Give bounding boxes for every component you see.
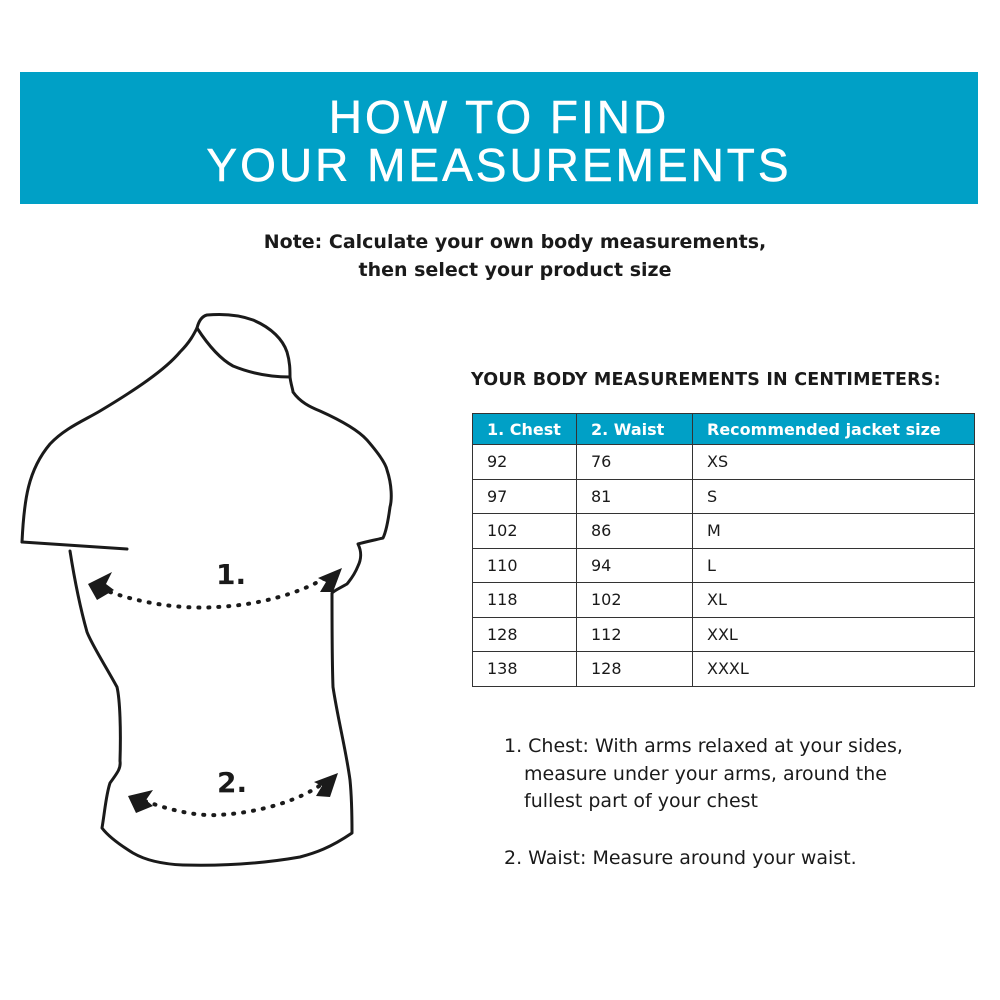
chest-cell: 110 [472, 547, 577, 583]
chest-instruction-line: 1. Chest: With arms relaxed at your side… [504, 735, 903, 757]
waist-cell: 128 [576, 651, 693, 687]
note: Note: Calculate your own body measuremen… [0, 228, 1000, 284]
chest-measure-line [108, 576, 327, 610]
waist-measure-line [143, 782, 324, 818]
arm-line [20, 540, 129, 551]
size-cell: M [692, 513, 975, 549]
size-table: 1. Chest 2. Waist Recommended jacket siz… [472, 413, 975, 687]
title-line-2: YOUR MEASUREMENTS [206, 139, 792, 191]
chest-label: 1. [216, 558, 246, 591]
size-cell: XS [692, 444, 975, 480]
header-waist: 2. Waist [576, 413, 693, 445]
chest-cell: 97 [472, 478, 577, 514]
note-line-2: then select your product size [358, 259, 672, 281]
torso-outline [20, 313, 393, 867]
chest-cell: 138 [472, 651, 577, 687]
chest-cell: 102 [472, 513, 577, 549]
waist-arrow-right-icon [314, 773, 338, 797]
chest-instruction-line: fullest part of your chest [524, 790, 759, 812]
waist-cell: 86 [576, 513, 693, 549]
size-cell: S [692, 478, 975, 514]
table-title: YOUR BODY MEASUREMENTS IN CENTIMETERS: [471, 370, 941, 390]
table-row: 102 86 M [472, 513, 975, 549]
size-cell: XXXL [692, 651, 975, 687]
chest-cell: 118 [472, 582, 577, 618]
table-header-row: 1. Chest 2. Waist Recommended jacket siz… [472, 413, 975, 445]
header-size: Recommended jacket size [692, 413, 975, 445]
chest-instructions: 1. Chest: With arms relaxed at your side… [504, 733, 903, 816]
waist-arrow-left-icon [128, 790, 153, 813]
table-row: 110 94 L [472, 547, 975, 583]
waist-cell: 94 [576, 547, 693, 583]
chest-cell: 128 [472, 616, 577, 652]
title-line-1: HOW TO FIND [328, 91, 670, 143]
chest-arrow-right-icon [318, 568, 342, 592]
size-cell: L [692, 547, 975, 583]
table-row: 92 76 XS [472, 444, 975, 480]
table-row: 138 128 XXXL [472, 651, 975, 687]
chest-arrow-left-icon [88, 572, 114, 600]
chest-cell: 92 [472, 444, 577, 480]
table-row: 118 102 XL [472, 582, 975, 618]
note-line-1: Note: Calculate your own body measuremen… [263, 231, 767, 253]
waist-instructions: 2. Waist: Measure around your waist. [504, 847, 857, 869]
chest-instruction-line: measure under your arms, around the [524, 762, 887, 785]
neck-line [195, 326, 292, 379]
size-cell: XXL [692, 616, 975, 652]
table-row: 128 112 XXL [472, 616, 975, 652]
torso-illustration: 1. 2. [20, 313, 393, 867]
waist-cell: 112 [576, 616, 693, 652]
waist-cell: 81 [576, 478, 693, 514]
waist-label: 2. [217, 766, 247, 799]
waist-cell: 76 [576, 444, 693, 480]
waist-cell: 102 [576, 582, 693, 618]
size-cell: XL [692, 582, 975, 618]
header-chest: 1. Chest [472, 413, 577, 445]
table-row: 97 81 S [472, 478, 975, 514]
title-banner: HOW TO FIND YOUR MEASUREMENTS [20, 72, 978, 204]
